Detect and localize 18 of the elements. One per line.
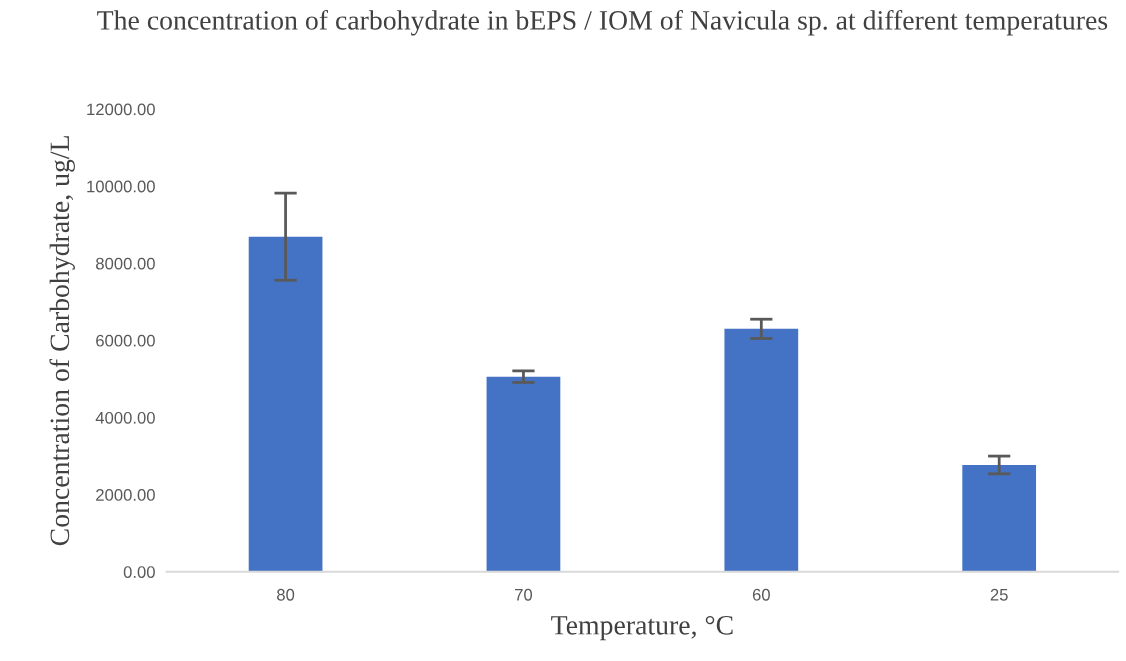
- y-tick-label: 6000.00: [96, 334, 155, 347]
- bar: [248, 236, 323, 572]
- bar: [962, 464, 1037, 572]
- y-tick-label: 2000.00: [96, 489, 155, 501]
- bar: [486, 376, 561, 572]
- y-axis-title: Concentration of Carbohydrate, ug/L: [49, 136, 75, 546]
- y-tick-label: 0.00: [123, 566, 155, 578]
- x-tick-label: 80: [277, 588, 295, 601]
- x-tick-label: 60: [752, 588, 770, 601]
- x-tick-label: 70: [515, 588, 533, 601]
- y-tick-label: 4000.00: [95, 411, 155, 424]
- bar: [724, 328, 799, 572]
- chart-title: The concentration of carbohydrate in bEPS / IOM of Navicula sp. at different temperatures: [97, 9, 1108, 36]
- y-tick-label: 10000.00: [87, 180, 155, 193]
- x-axis-title: Temperature, °C: [551, 615, 733, 641]
- y-tick-label: 12000.00: [87, 103, 155, 116]
- y-tick-label: 8000.00: [96, 257, 155, 270]
- x-tick-label: 25: [990, 588, 1008, 601]
